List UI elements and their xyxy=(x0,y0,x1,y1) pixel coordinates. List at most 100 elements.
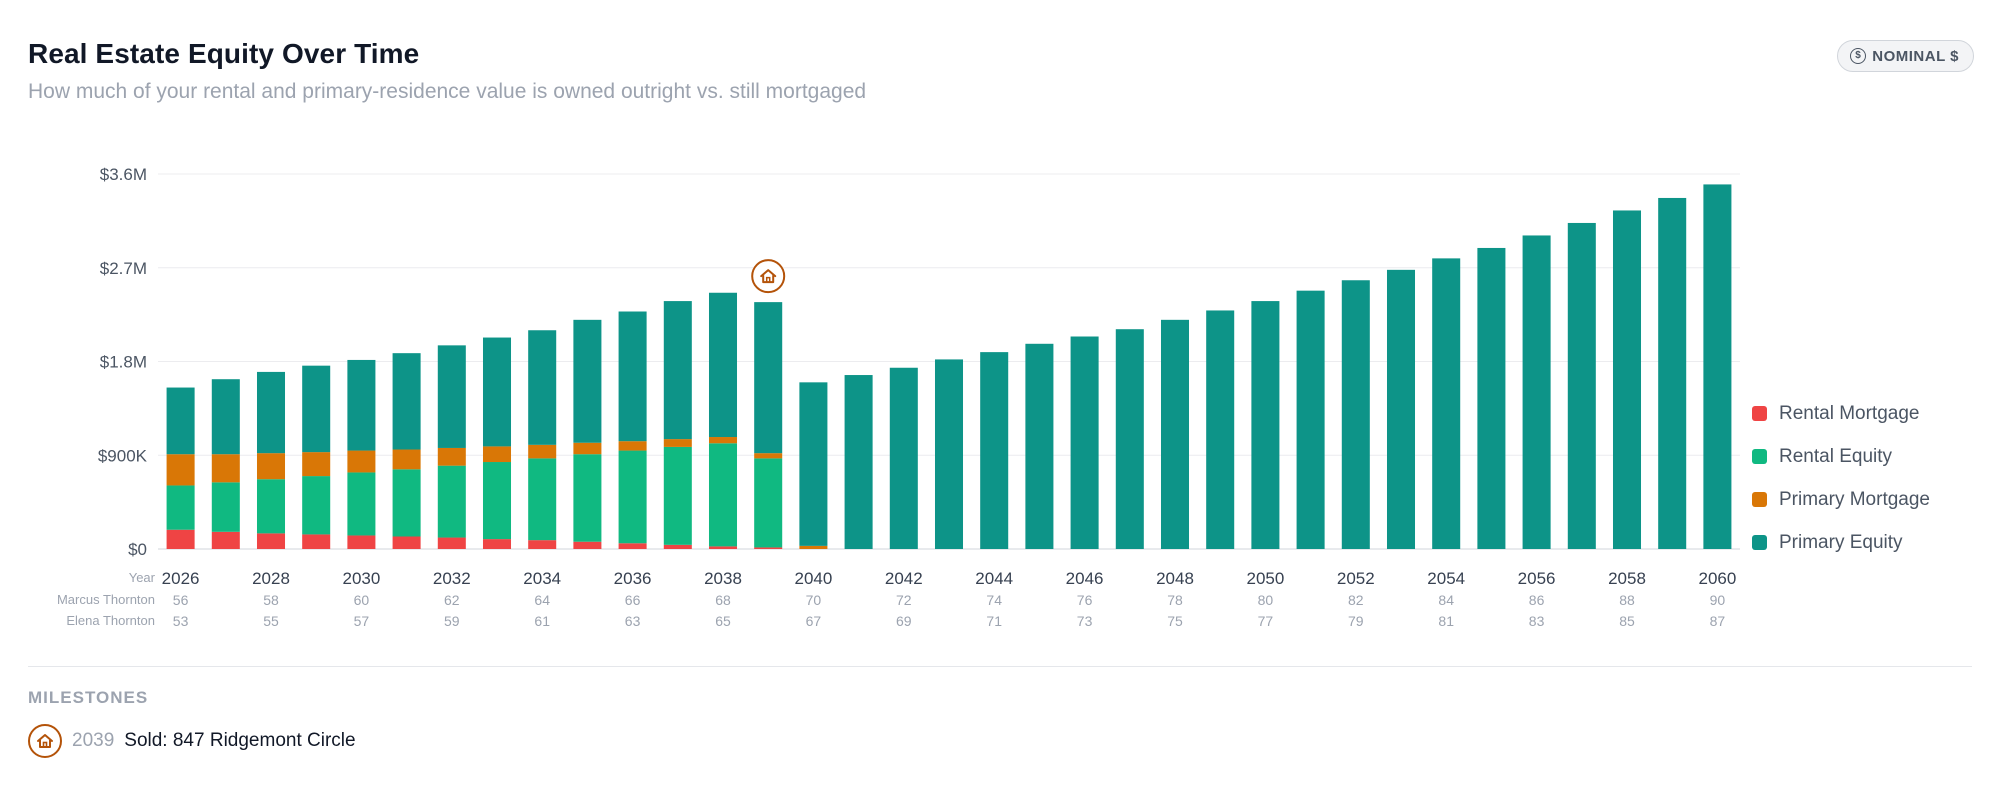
bar-segment[interactable] xyxy=(754,302,783,454)
bar-segment[interactable] xyxy=(934,359,964,549)
bar-segment[interactable] xyxy=(1522,235,1551,550)
bar-segment[interactable] xyxy=(1206,310,1235,549)
bar-segment[interactable] xyxy=(1070,336,1099,550)
bar-segment[interactable] xyxy=(663,301,692,440)
bar-segment[interactable] xyxy=(302,534,331,549)
bar-segment[interactable] xyxy=(980,352,1009,549)
bar-segment[interactable] xyxy=(708,437,738,444)
bar-segment[interactable] xyxy=(844,375,873,549)
bar-segment[interactable] xyxy=(166,454,195,486)
bar-segment[interactable] xyxy=(302,365,331,453)
bar-segment[interactable] xyxy=(1341,280,1370,549)
bar-segment[interactable] xyxy=(528,540,557,549)
bar-segment[interactable] xyxy=(302,452,331,477)
bar-segment[interactable] xyxy=(1296,290,1325,549)
bar-segment[interactable] xyxy=(799,545,828,549)
bar-segment[interactable] xyxy=(708,443,738,547)
bar-segment[interactable] xyxy=(663,439,692,447)
bar-segment[interactable] xyxy=(392,536,421,550)
bar-segment[interactable] xyxy=(1025,343,1054,549)
legend-item-primary-mortgage[interactable]: Primary Mortgage xyxy=(1752,478,1930,521)
person1-age-label: 62 xyxy=(444,592,460,608)
legend-item-rental-equity[interactable]: Rental Equity xyxy=(1752,435,1930,478)
bar-segment[interactable] xyxy=(1115,329,1144,549)
person2-age-label: 81 xyxy=(1438,613,1454,629)
nominal-dollar-toggle[interactable]: $ NOMINAL $ xyxy=(1837,40,1974,72)
bar-segment[interactable] xyxy=(347,450,376,473)
house-icon[interactable] xyxy=(751,259,786,294)
bar-segment[interactable] xyxy=(166,529,195,549)
bar-segment[interactable] xyxy=(482,539,512,549)
bar-segment[interactable] xyxy=(347,535,376,549)
bar-segment[interactable] xyxy=(799,382,828,546)
bar-segment[interactable] xyxy=(708,546,738,549)
milestone-label: Sold: 847 Ridgemont Circle xyxy=(124,730,356,751)
bar-segment[interactable] xyxy=(166,387,195,455)
bar-segment[interactable] xyxy=(437,465,466,538)
bar-segment[interactable] xyxy=(392,449,421,470)
bar-segment[interactable] xyxy=(663,446,692,545)
house-icon xyxy=(28,724,62,758)
x-tick-label: 2026 xyxy=(162,569,200,588)
bar-segment[interactable] xyxy=(618,311,647,442)
bar-segment[interactable] xyxy=(256,371,286,454)
bar-segment[interactable] xyxy=(1386,269,1416,549)
bar-segment[interactable] xyxy=(256,453,286,480)
bar-segment[interactable] xyxy=(437,345,466,448)
bar-segment[interactable] xyxy=(482,337,512,447)
bar-segment[interactable] xyxy=(1612,210,1642,550)
bar-segment[interactable] xyxy=(1703,184,1732,549)
bar-segment[interactable] xyxy=(573,454,602,542)
bar-segment[interactable] xyxy=(528,330,557,445)
bar-segment[interactable] xyxy=(618,441,647,451)
bar-segment[interactable] xyxy=(1658,197,1687,550)
chart-title: Real Estate Equity Over Time xyxy=(28,38,420,69)
person2-age-label: 79 xyxy=(1348,613,1364,629)
nominal-dollar-label: NOMINAL $ xyxy=(1872,47,1959,65)
bar-segment[interactable] xyxy=(528,458,557,541)
bar-segment[interactable] xyxy=(573,319,602,443)
bar-segment[interactable] xyxy=(573,541,602,549)
bar-segment[interactable] xyxy=(437,537,466,549)
bar-segment[interactable] xyxy=(392,469,421,537)
person2-age-label: 55 xyxy=(263,613,279,629)
bar-segment[interactable] xyxy=(754,453,783,459)
person1-age-label: 76 xyxy=(1077,592,1093,608)
bar-segment[interactable] xyxy=(211,531,240,549)
bar-segment[interactable] xyxy=(754,547,783,549)
person1-age-label: 74 xyxy=(986,592,1002,608)
bar-segment[interactable] xyxy=(437,447,466,466)
bar-segment[interactable] xyxy=(482,446,512,463)
person2-age-label: 59 xyxy=(444,613,460,629)
legend-item-rental-mortgage[interactable]: Rental Mortgage xyxy=(1752,392,1930,435)
bar-segment[interactable] xyxy=(1567,222,1596,550)
bar-segment[interactable] xyxy=(889,367,918,549)
bar-segment[interactable] xyxy=(618,543,647,549)
bar-segment[interactable] xyxy=(392,353,421,450)
legend-item-primary-equity[interactable]: Primary Equity xyxy=(1752,521,1930,564)
bar-segment[interactable] xyxy=(1477,247,1506,550)
bar-segment[interactable] xyxy=(528,444,557,459)
bar-segment[interactable] xyxy=(256,533,286,549)
bar-segment[interactable] xyxy=(754,458,783,548)
bar-segment[interactable] xyxy=(302,476,331,535)
milestone-item[interactable]: 2039 Sold: 847 Ridgemont Circle xyxy=(28,724,356,758)
section-divider xyxy=(28,666,1972,667)
x-tick-label: 2050 xyxy=(1246,569,1284,588)
bar-segment[interactable] xyxy=(1251,301,1280,549)
bar-segment[interactable] xyxy=(256,479,286,534)
bar-segment[interactable] xyxy=(347,359,376,451)
chart-legend: Rental Mortgage Rental Equity Primary Mo… xyxy=(1752,392,1930,564)
bar-segment[interactable] xyxy=(618,450,647,544)
bar-segment[interactable] xyxy=(211,454,240,483)
bar-segment[interactable] xyxy=(211,482,240,532)
bar-segment[interactable] xyxy=(347,472,376,536)
bar-segment[interactable] xyxy=(663,544,692,549)
bar-segment[interactable] xyxy=(708,292,738,438)
bar-segment[interactable] xyxy=(482,462,512,540)
bar-segment[interactable] xyxy=(211,379,240,455)
bar-segment[interactable] xyxy=(1160,319,1190,549)
bar-segment[interactable] xyxy=(573,442,602,455)
bar-segment[interactable] xyxy=(1432,258,1461,549)
bar-segment[interactable] xyxy=(166,485,195,530)
